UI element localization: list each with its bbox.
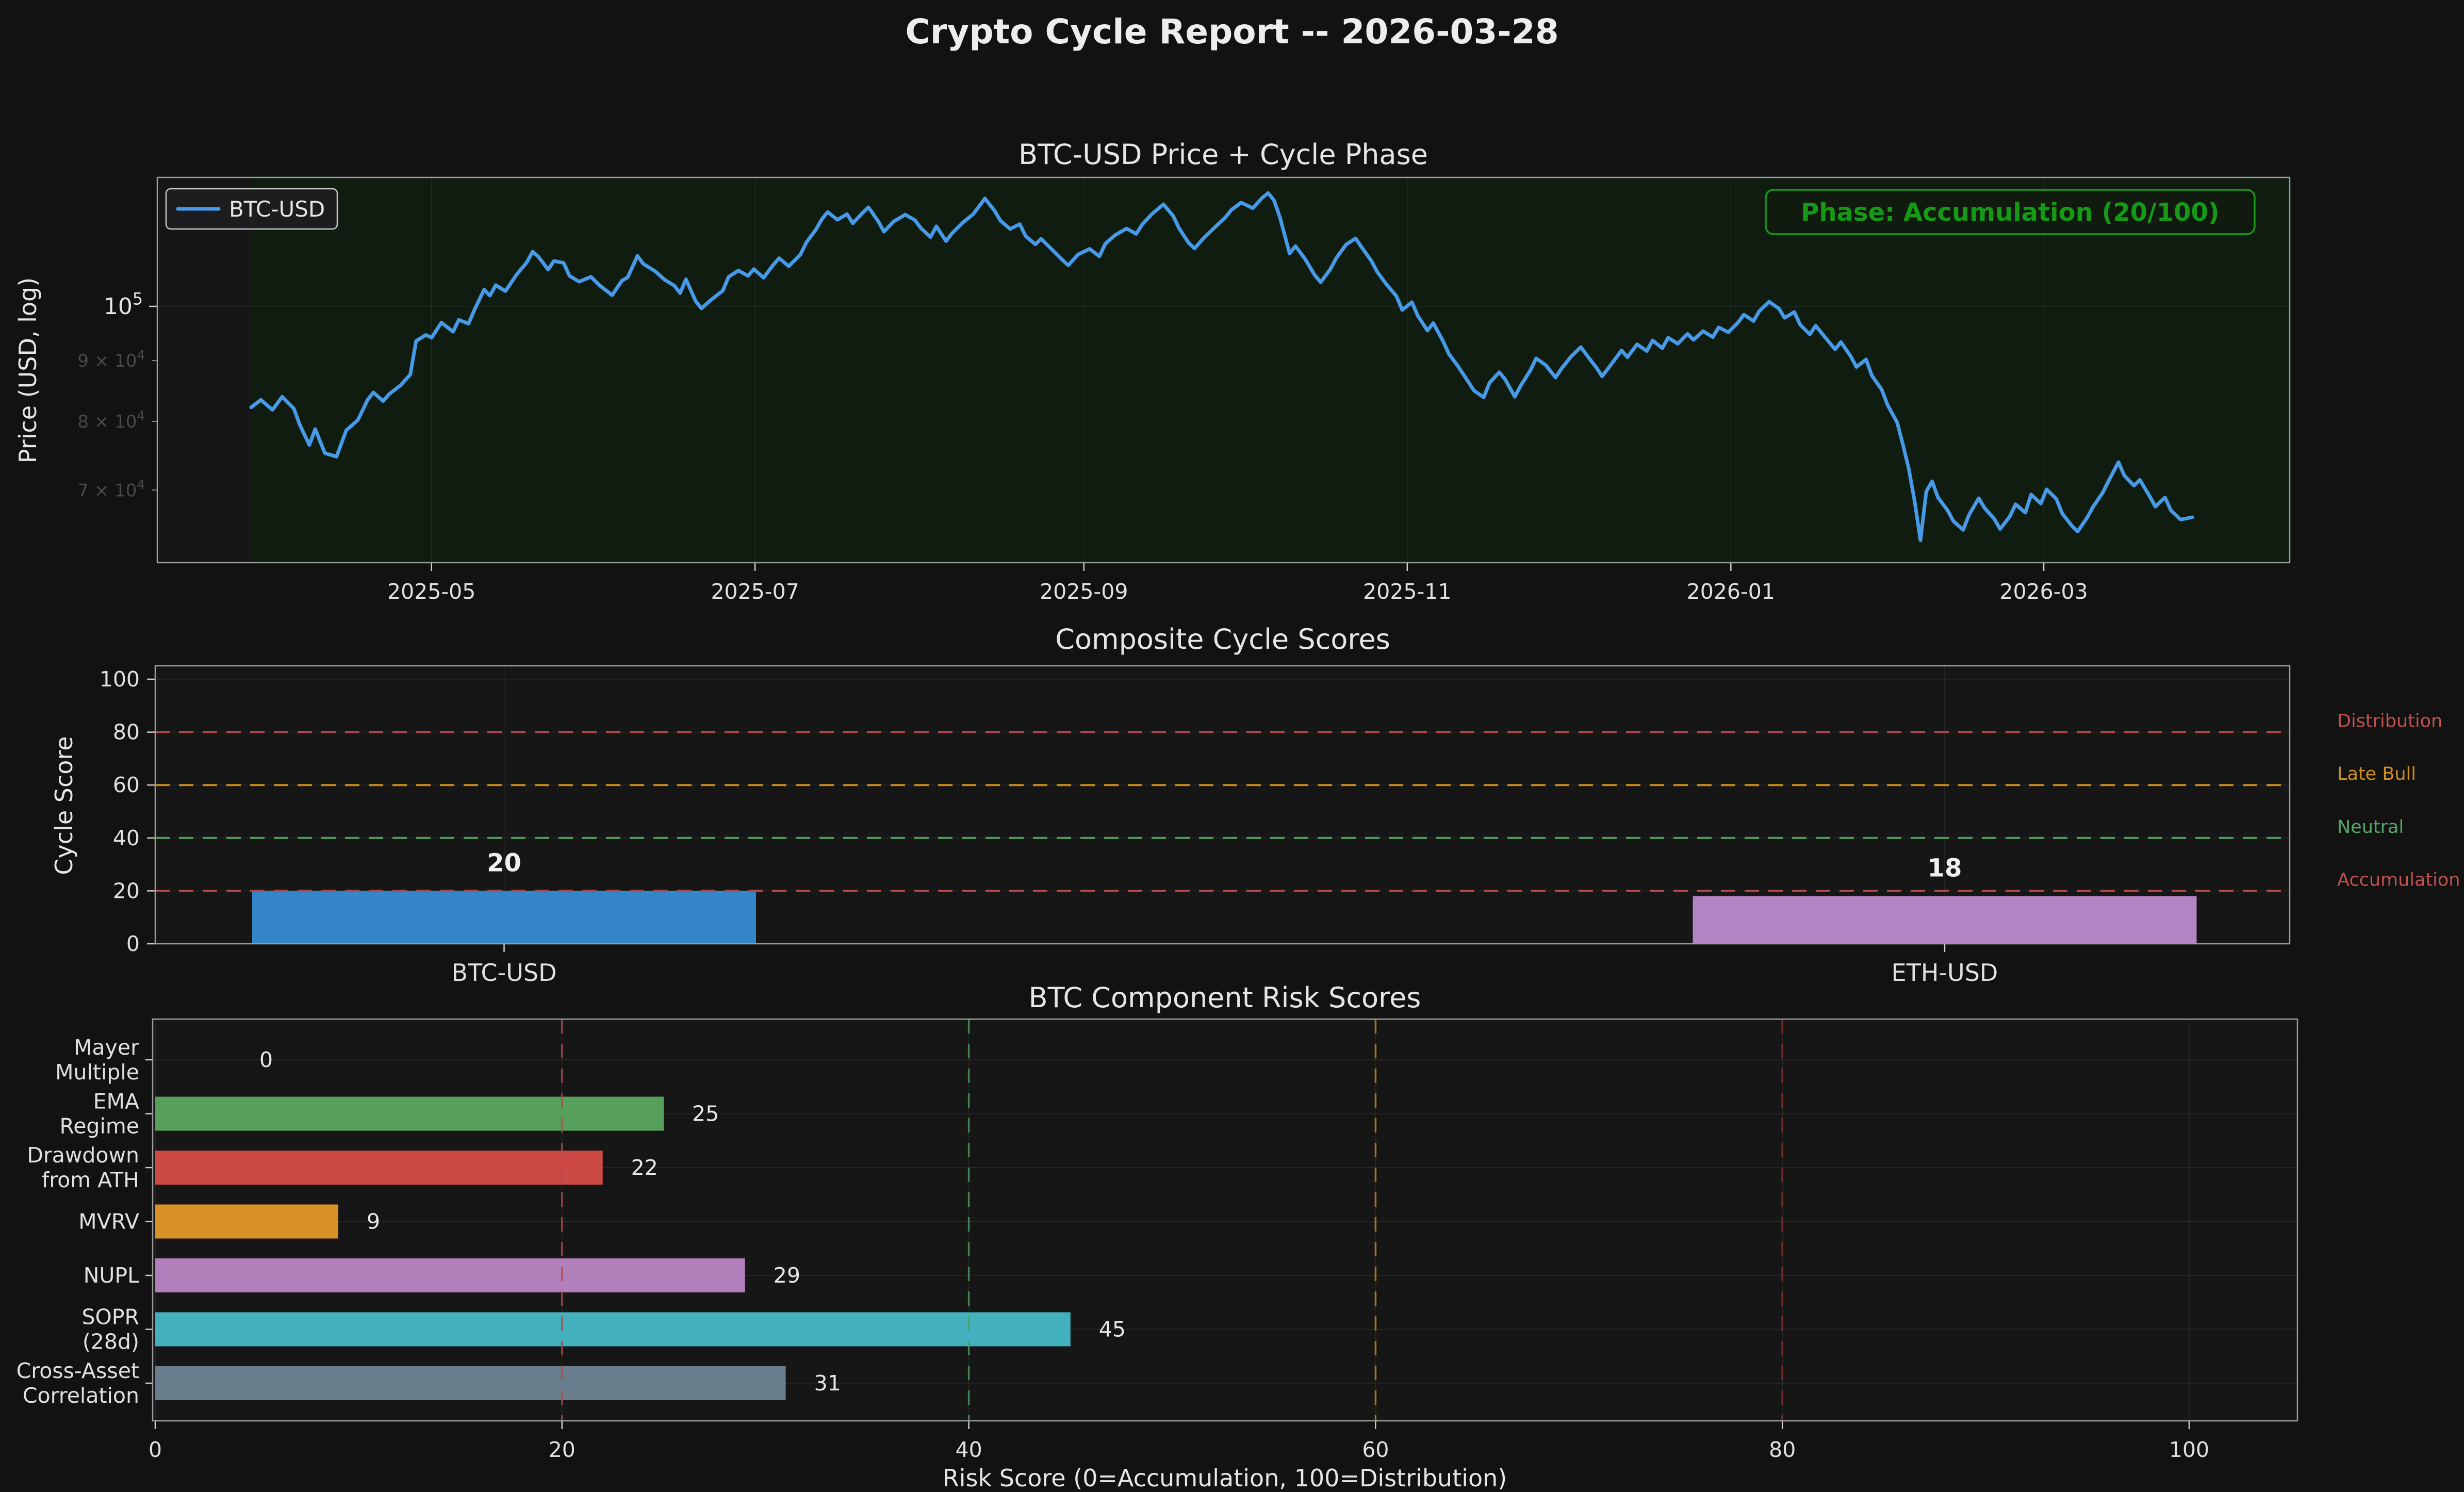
risk-bar [155, 1204, 338, 1239]
y-tick-label-minor: 9 × 104 [77, 348, 145, 371]
threshold-label: Distribution [2337, 711, 2442, 732]
price-chart-title: BTC-USD Price + Cycle Phase [1019, 138, 1428, 171]
x-tick-label: 0 [149, 1437, 162, 1462]
bar-value-label: 31 [814, 1371, 841, 1396]
category-label: NUPL [84, 1263, 139, 1288]
btc-price-line [249, 191, 2194, 543]
y-tick-label: 100 [100, 667, 140, 692]
bar-value-label: 20 [487, 848, 521, 877]
category-label: SOPR (28d) [81, 1305, 139, 1354]
composite-score-bar [1693, 896, 2197, 944]
threshold-label: Accumulation [2337, 870, 2460, 890]
bar-value-label: 45 [1099, 1317, 1126, 1342]
legend: BTC-USD [165, 188, 338, 230]
composite-plot-layers: 20 18 Distribution Late Bull Neutral Accumula… [100, 666, 2460, 987]
x-tick-label: 2025-09 [1040, 579, 1128, 604]
x-tick-label: 80 [1769, 1437, 1796, 1462]
x-tick-label: 2025-07 [711, 579, 799, 604]
category-label: BTC-USD [452, 959, 557, 987]
bar-value-label: 29 [774, 1263, 800, 1288]
x-tick-label: 2026-03 [1999, 579, 2088, 604]
y-tick-label: 0 [126, 931, 140, 956]
risk-x-axis-label: Risk Score (0=Accumulation, 100=Distribu… [943, 1464, 1507, 1492]
category-label: MVRV [78, 1209, 139, 1234]
report-title: Crypto Cycle Report -- 2026-03-28 [905, 12, 1558, 52]
category-label: ETH-USD [1892, 959, 1998, 987]
risk-plot-background [153, 1019, 2297, 1421]
risk-bar [155, 1096, 664, 1131]
y-tick-label-minor: 8 × 104 [77, 408, 145, 432]
legend-label: BTC-USD [229, 196, 325, 222]
category-label: Cross-Asset Correlation [17, 1358, 139, 1408]
phase-annotation-box [1765, 189, 2256, 235]
phase-annotation: Phase: Accumulation (20/100) [1765, 189, 2256, 235]
y-tick-label: 80 [113, 720, 140, 745]
risk-chart-title: BTC Component Risk Scores [1029, 981, 1421, 1014]
x-tick-label: 20 [549, 1437, 576, 1462]
x-tick-label: 2026-01 [1687, 579, 1775, 604]
composite-score-chart: Composite Cycle Scores 20 18 Distribution L… [50, 623, 2460, 987]
y-tick-label-major: 105 [104, 290, 143, 320]
bar-value-label: 0 [259, 1047, 273, 1072]
risk-component-chart: BTC Component Risk Scores 0 25 22 9 29 45 31 0 2… [17, 981, 2298, 1492]
risk-plot-border [152, 1018, 2298, 1422]
price-plot-border [156, 176, 2291, 564]
y-tick-label-minor: 7 × 104 [77, 477, 145, 501]
x-tick-label: 40 [956, 1437, 982, 1462]
price-plot-layers: 2025-05 2025-07 2025-09 2025-11 2026-01 2026-… [77, 177, 2290, 604]
x-tick-label: 2025-05 [387, 579, 475, 604]
bar-value-label: 9 [367, 1209, 380, 1234]
risk-plot-layers: 0 25 22 9 29 45 31 0 20 40 60 80 100 Mayer MultipleEMA… [17, 1019, 2297, 1462]
phase-annotation-text: Phase: Accumulation (20/100) [1801, 198, 2220, 227]
y-tick-label: 60 [113, 773, 140, 797]
composite-y-axis-label: Cycle Score [50, 736, 78, 875]
threshold-label: Neutral [2337, 817, 2404, 838]
category-label: EMA Regime [60, 1089, 139, 1139]
x-tick-label: 2025-11 [1363, 579, 1451, 604]
threshold-label: Late Bull [2337, 764, 2416, 784]
risk-bar [155, 1312, 1071, 1347]
x-tick-label: 100 [2169, 1437, 2209, 1462]
y-tick-label: 40 [113, 826, 140, 850]
price-y-axis-label: Price (USD, log) [14, 277, 42, 463]
composite-plot-border [154, 665, 2291, 945]
price-chart: BTC-USD Price + Cycle Phase 2025-05 2025-… [14, 138, 2291, 604]
bar-value-label: 22 [631, 1155, 658, 1180]
y-tick-label: 20 [113, 878, 140, 903]
bar-value-label: 18 [1928, 854, 1962, 883]
risk-bar [155, 1258, 745, 1292]
composite-score-bar [252, 891, 756, 944]
risk-bar [155, 1151, 603, 1185]
phase-span [251, 177, 2290, 563]
x-tick-label: 60 [1362, 1437, 1389, 1462]
composite-chart-title: Composite Cycle Scores [1055, 623, 1390, 655]
bar-value-label: 25 [692, 1102, 719, 1126]
risk-bar [155, 1366, 786, 1400]
legend-box [165, 188, 338, 230]
category-label: Mayer Multiple [55, 1035, 139, 1085]
category-label: Drawdown from ATH [27, 1143, 139, 1192]
